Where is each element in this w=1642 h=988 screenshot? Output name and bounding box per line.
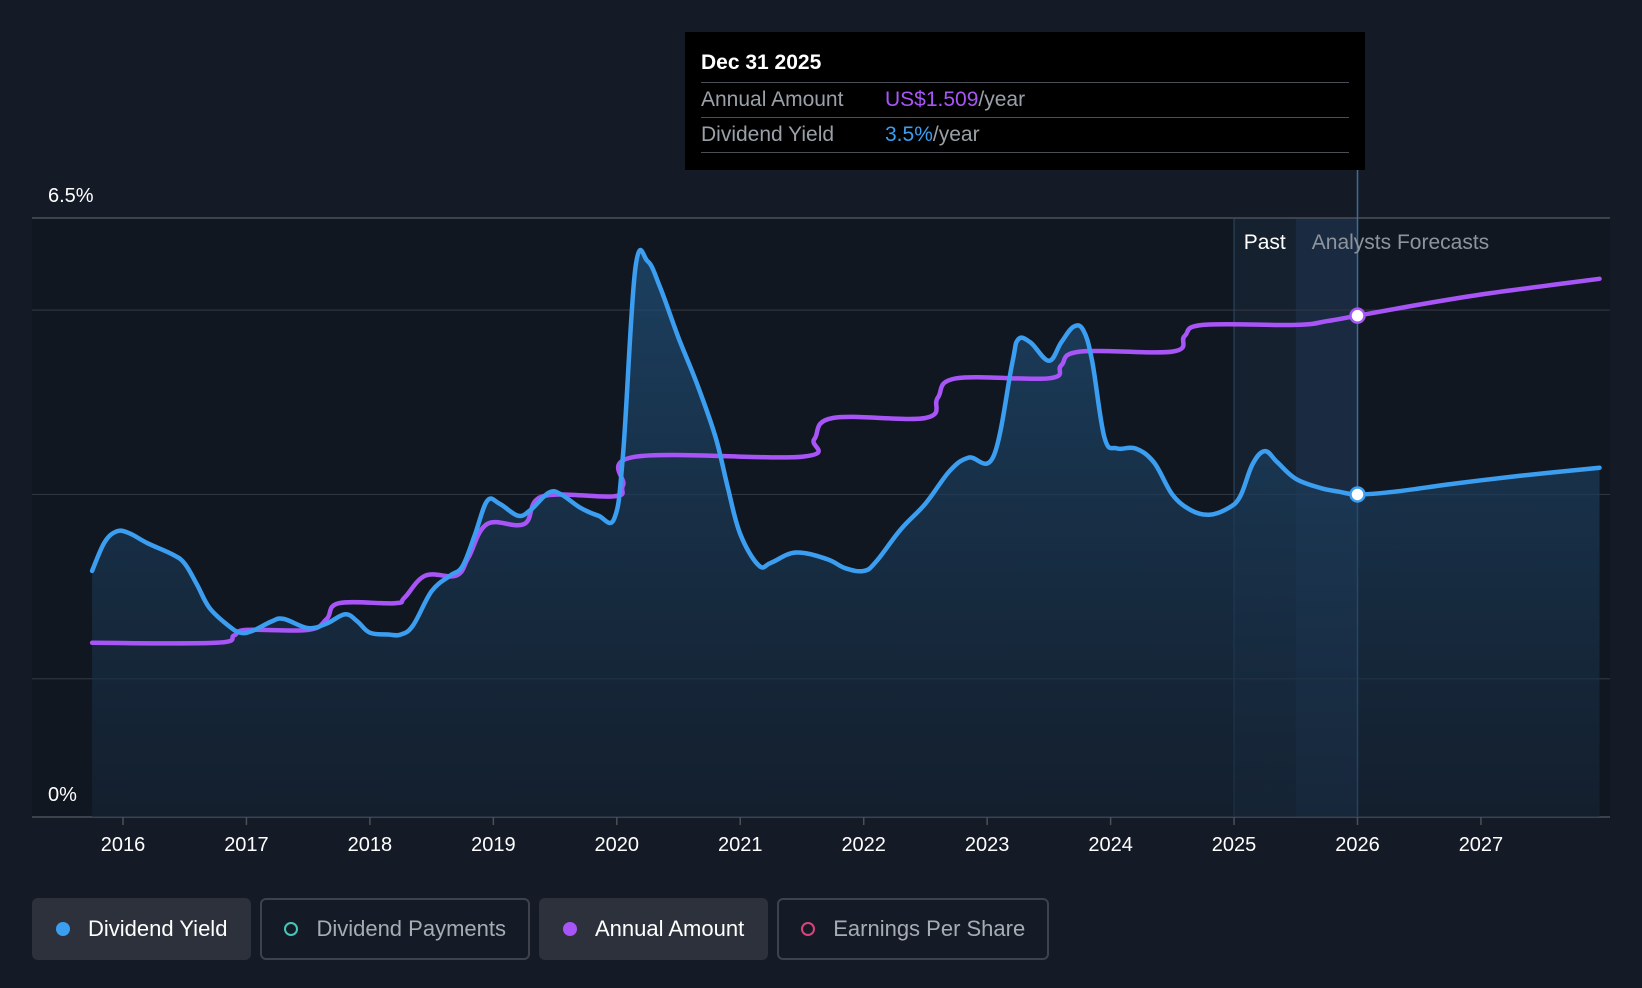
tooltip-suffix: /year [932, 123, 980, 146]
legend-label: Annual Amount [594, 916, 745, 941]
tooltip-date: Dec 31 2025 [701, 48, 1349, 83]
legend-label: Dividend Payments [316, 916, 506, 941]
tooltip-value: US$1.509 [885, 88, 979, 111]
ring-icon [284, 922, 299, 936]
annual-amount-line [89, 276, 1602, 646]
x-tick-label: 2022 [841, 834, 886, 856]
legend-dividend-payments-button[interactable]: Dividend Payments [260, 898, 530, 960]
forecast-label: Analysts Forecasts [1312, 231, 1489, 254]
x-tick-label: 2023 [965, 834, 1010, 856]
y-tick-label: 0% [48, 784, 77, 806]
x-tick-label: 2019 [471, 834, 516, 856]
dividend-yield-area [92, 250, 1600, 818]
tooltip-row-dividend-yield: Dividend Yield 3.5% /year [701, 118, 1349, 153]
dot-icon [56, 922, 70, 936]
tooltip-label: Annual Amount [701, 88, 844, 111]
dot-icon [562, 922, 577, 936]
x-tick-label: 2027 [1459, 834, 1504, 856]
x-tick-label: 2021 [718, 834, 763, 856]
legend-earnings-per-share-button[interactable]: Earnings Per Share [777, 898, 1050, 960]
x-tick-label: 2024 [1088, 834, 1133, 856]
x-tick-label: 2018 [348, 834, 393, 856]
ring-icon [801, 922, 816, 936]
chart-tooltip: Dec 31 2025 Annual Amount US$1.509 /year… [685, 32, 1365, 170]
tooltip-label: Dividend Yield [701, 123, 835, 146]
x-tick-label: 2017 [224, 834, 269, 856]
legend-label: Earnings Per Share [833, 916, 1026, 941]
tooltip-value: 3.5% [885, 123, 933, 146]
past-label: Past [1244, 231, 1286, 254]
marker-annual-amount [1349, 307, 1366, 324]
x-tick-label: 2020 [595, 834, 640, 856]
marker-dividend-yield [1349, 486, 1366, 503]
chart-legend: Dividend Yield Dividend Payments Annual … [32, 898, 1058, 960]
x-tick-label: 2026 [1335, 834, 1380, 856]
tooltip-row-annual-amount: Annual Amount US$1.509 /year [701, 83, 1349, 118]
x-tick-label: 2025 [1212, 834, 1257, 856]
y-tick-label: 6.5% [48, 185, 94, 207]
tooltip-suffix: /year [978, 88, 1026, 111]
legend-dividend-yield-button[interactable]: Dividend Yield [32, 898, 252, 960]
dividend-yield-line [89, 247, 1602, 638]
legend-label: Dividend Yield [88, 916, 228, 941]
x-tick-label: 2016 [101, 834, 146, 856]
legend-annual-amount-button[interactable]: Annual Amount [538, 898, 769, 960]
